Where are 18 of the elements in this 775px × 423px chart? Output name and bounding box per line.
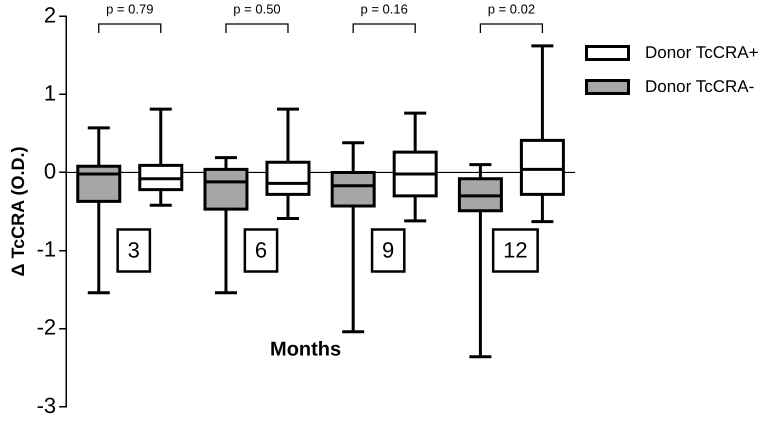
- x-tick-label: 12: [503, 238, 528, 263]
- x-tick-label: 3: [128, 238, 140, 263]
- y-tick-label: 0: [44, 158, 56, 184]
- x-tick-label: 6: [254, 238, 268, 263]
- legend-label: Donor TcCRA-: [645, 77, 754, 97]
- y-tick-label: -3: [36, 392, 56, 418]
- y-axis-title: Δ TcCRA (O.D.): [8, 146, 28, 276]
- y-tick-label: -2: [36, 314, 56, 340]
- y-tick-label: 1: [44, 80, 56, 106]
- text: Donor TcCRA+: [645, 43, 759, 63]
- y-tick-label: 2: [44, 2, 56, 28]
- y-tick-label: -1: [36, 236, 56, 262]
- annotation: p = 0.50: [233, 2, 281, 17]
- annotation: p = 0.02: [488, 2, 536, 17]
- x-axis-title: Months: [270, 338, 342, 361]
- annotation: p = 0.79: [106, 2, 154, 17]
- annotation: p = 0.16: [360, 2, 408, 17]
- x-tick-label: 9: [382, 238, 394, 263]
